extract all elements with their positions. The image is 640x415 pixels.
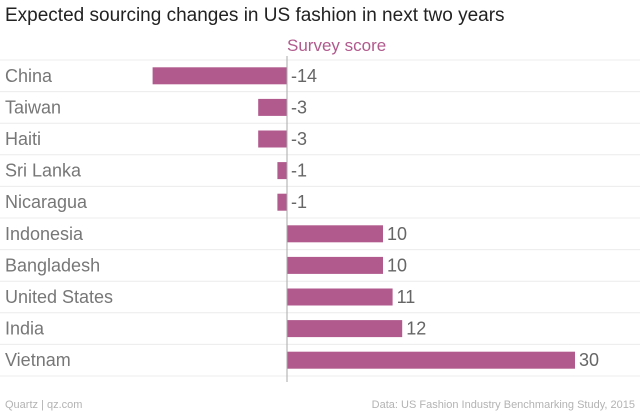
bar-vietnam bbox=[287, 351, 575, 369]
category-label: Sri Lanka bbox=[5, 161, 82, 181]
value-label: -1 bbox=[291, 192, 307, 212]
chart-subtitle: Survey score bbox=[287, 36, 387, 55]
bar-united-states bbox=[287, 288, 393, 306]
value-label: 10 bbox=[387, 255, 407, 275]
bar-indonesia bbox=[287, 225, 383, 243]
category-label: United States bbox=[5, 287, 113, 307]
value-label: 30 bbox=[579, 350, 599, 370]
bar-nicaragua bbox=[277, 193, 287, 211]
bar-taiwan bbox=[258, 98, 287, 116]
value-label: 11 bbox=[397, 287, 416, 307]
bar-india bbox=[287, 320, 403, 338]
category-label: China bbox=[5, 66, 53, 86]
category-label: Bangladesh bbox=[5, 255, 100, 275]
value-label: 10 bbox=[387, 224, 407, 244]
category-label: Haiti bbox=[5, 129, 41, 149]
value-label: 12 bbox=[406, 319, 426, 339]
bar-sri-lanka bbox=[277, 162, 287, 180]
bar-haiti bbox=[258, 130, 287, 148]
value-label: -14 bbox=[291, 66, 317, 86]
value-label: -1 bbox=[291, 161, 307, 181]
footer-credit: Quartz | qz.com bbox=[5, 399, 83, 411]
bar-bangladesh bbox=[287, 256, 383, 274]
footer-source: Data: US Fashion Industry Benchmarking S… bbox=[371, 399, 635, 411]
category-label: Taiwan bbox=[5, 97, 61, 117]
category-label: Nicaragua bbox=[5, 192, 88, 212]
value-label: -3 bbox=[291, 129, 307, 149]
category-label: Vietnam bbox=[5, 350, 71, 370]
category-label: Indonesia bbox=[5, 224, 84, 244]
value-label: -3 bbox=[291, 97, 307, 117]
category-label: India bbox=[5, 319, 45, 339]
chart-title: Expected sourcing changes in US fashion … bbox=[5, 5, 505, 26]
bar-china bbox=[152, 67, 287, 85]
